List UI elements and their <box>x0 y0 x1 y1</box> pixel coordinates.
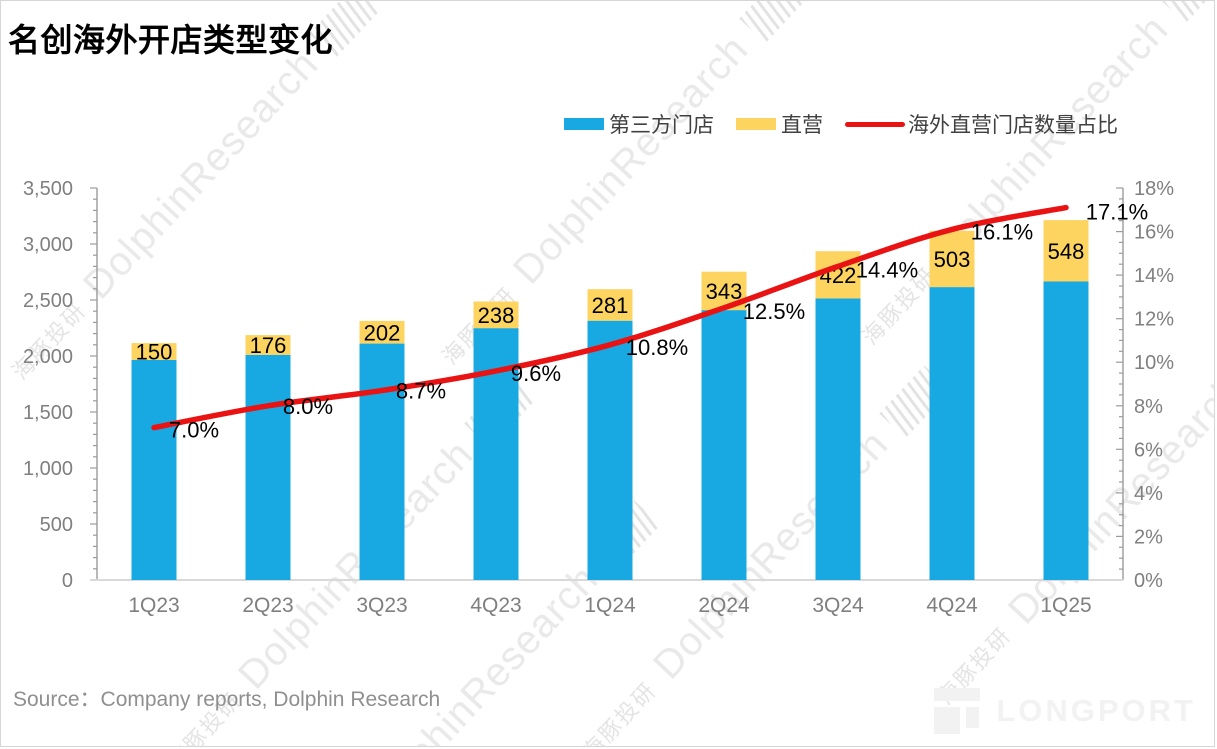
x-axis-label: 3Q24 <box>812 594 864 617</box>
bar-value-label: 548 <box>1048 239 1085 264</box>
left-axis-tick-label: 1,000 <box>23 458 73 480</box>
x-axis-label: 4Q24 <box>926 594 978 617</box>
right-axis-tick-label: 2% <box>1134 526 1163 548</box>
bar-third-party-segment <box>929 287 975 580</box>
right-axis-tick-label: 18% <box>1134 178 1174 200</box>
bar-third-party-segment <box>815 298 861 580</box>
legend-swatch-ratio-line <box>845 121 905 127</box>
bar-direct-segment <box>359 320 405 344</box>
bar-third-party-segment <box>359 343 405 580</box>
line-value-label: 7.0% <box>169 418 219 443</box>
line-value-label: 8.0% <box>283 394 333 419</box>
legend-label-third-party: 第三方门店 <box>609 114 714 137</box>
x-axis-label: 2Q23 <box>242 594 293 617</box>
x-axis-label: 1Q25 <box>1040 594 1091 617</box>
line-value-label: 10.8% <box>626 335 688 360</box>
left-axis-tick-label: 2,000 <box>23 346 73 368</box>
legend-label-direct: 直营 <box>781 114 823 137</box>
right-axis-tick-label: 10% <box>1134 352 1174 374</box>
bar-direct-segment <box>587 289 633 321</box>
line-value-label: 17.1% <box>1086 200 1148 225</box>
bar-direct-segment <box>929 230 975 288</box>
bar-third-party-segment <box>131 359 177 580</box>
line-value-label: 14.4% <box>856 257 918 282</box>
bar-value-label: 281 <box>592 293 629 318</box>
ratio-line <box>151 204 1069 431</box>
bar-direct-segment <box>473 301 519 329</box>
bar-direct-segment <box>245 335 291 355</box>
x-axis-label: 3Q23 <box>356 594 407 617</box>
bar-value-label: 176 <box>250 333 287 358</box>
legend-label-ratio-line: 海外直营门店数量占比 <box>908 114 1118 137</box>
line-value-label: 9.6% <box>511 361 561 386</box>
x-axis-label: 1Q23 <box>128 594 179 617</box>
bar-direct-segment <box>1043 220 1089 282</box>
bar-value-label: 343 <box>706 279 743 304</box>
longport-wordmark: LONGPORT <box>996 693 1196 728</box>
right-axis-tick-label: 0% <box>1134 570 1163 592</box>
bar-value-label: 238 <box>478 303 515 328</box>
x-axis-label: 2Q24 <box>698 594 750 617</box>
x-axis-label: 4Q23 <box>470 594 521 617</box>
legend-swatch-third-party <box>564 118 604 130</box>
right-axis-tick-label: 8% <box>1134 396 1163 418</box>
bar-value-label: 202 <box>364 320 401 345</box>
right-axis-tick-label: 4% <box>1134 483 1163 505</box>
bar-third-party-segment <box>1043 281 1089 580</box>
x-axis-label: 1Q24 <box>584 594 636 617</box>
bar-third-party-segment <box>701 310 747 580</box>
left-axis-tick-label: 0 <box>62 570 73 592</box>
right-axis-tick-label: 12% <box>1134 309 1174 331</box>
longport-logo: LONGPORT <box>934 688 1196 734</box>
left-axis-tick-label: 3,000 <box>23 234 73 256</box>
legend-swatch-direct <box>736 118 776 130</box>
bar-direct-segment <box>131 343 177 360</box>
right-axis-tick-label: 6% <box>1134 439 1163 461</box>
line-value-label: 12.5% <box>743 299 805 324</box>
page-title: 名创海外开店类型变化 <box>8 22 334 58</box>
left-axis-tick-label: 500 <box>40 514 73 536</box>
left-axis-tick-label: 3,500 <box>23 178 73 200</box>
source-note: Source：Company reports, Dolphin Research <box>13 688 441 711</box>
bar-third-party-segment <box>245 354 291 580</box>
right-axis-tick-label: 16% <box>1134 222 1174 244</box>
longport-icon <box>934 688 981 734</box>
line-value-label: 8.7% <box>396 379 446 404</box>
bar-value-label: 150 <box>136 340 173 365</box>
left-axis-tick-label: 2,500 <box>23 290 73 312</box>
bar-value-label: 503 <box>934 247 971 272</box>
right-axis-tick-label: 14% <box>1134 265 1174 287</box>
line-value-label: 16.1% <box>971 219 1033 244</box>
left-axis-tick-label: 1,500 <box>23 402 73 424</box>
legend: 第三方门店 直营 海外直营门店数量占比 <box>564 110 1118 138</box>
